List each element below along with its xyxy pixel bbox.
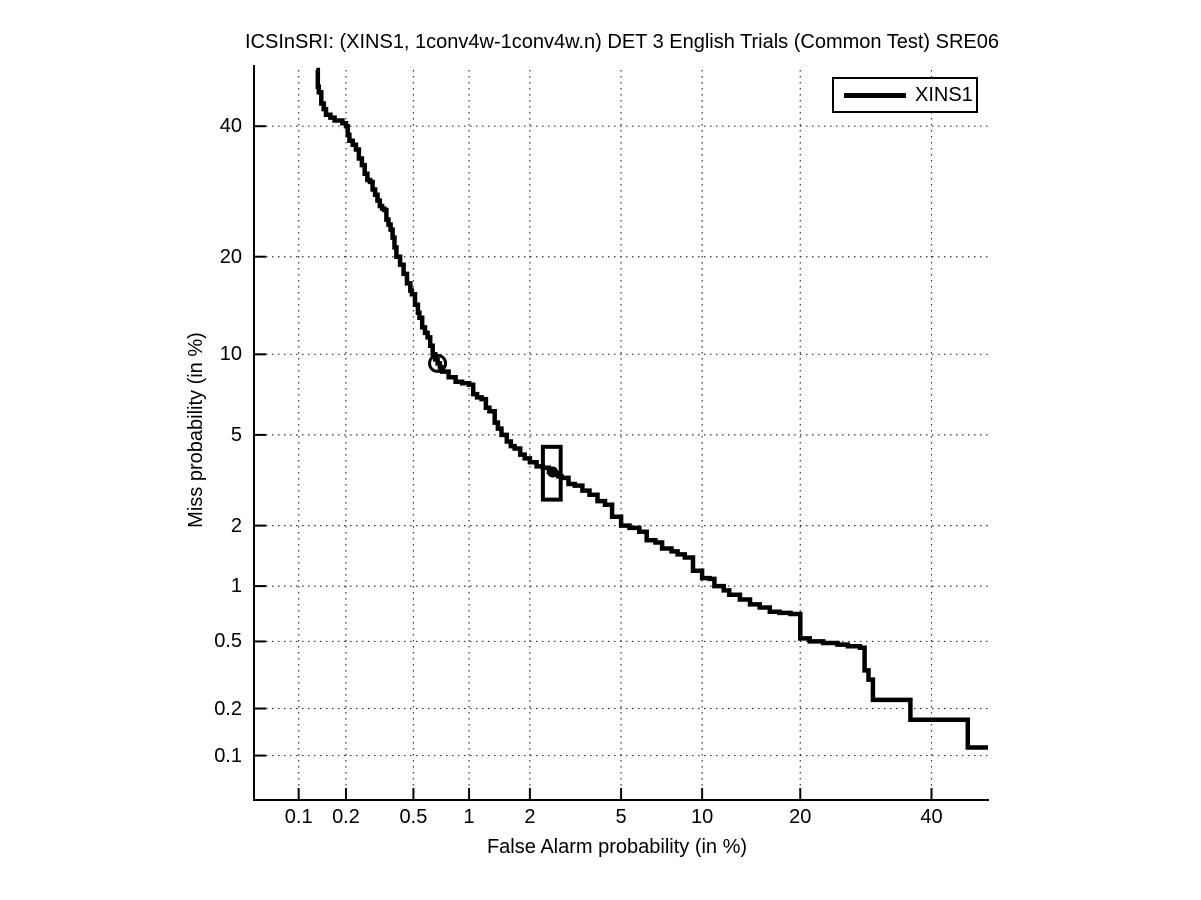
y-tick-label: 0.2 xyxy=(214,697,242,720)
x-tick-label: 0.5 xyxy=(399,806,428,828)
filled-dot-marker xyxy=(547,466,559,478)
y-tick-label: 2 xyxy=(230,514,242,537)
y-tick-label: 0.5 xyxy=(214,630,242,653)
y-tick-label: 0.1 xyxy=(214,744,242,767)
y-tick-label: 10 xyxy=(219,343,242,366)
x-tick-label: 20 xyxy=(789,806,812,828)
det-curve xyxy=(315,67,988,750)
legend-box: XINS1 xyxy=(832,77,978,113)
chart-title: ICSInSRI: (XINS1, 1conv4w-1conv4w.n) DET… xyxy=(245,31,999,53)
x-tick-label: 40 xyxy=(920,806,943,828)
operating-point-circle-marker xyxy=(428,353,448,373)
y-tick-label: 5 xyxy=(230,423,242,446)
x-tick-label: 5 xyxy=(615,806,627,828)
y-tick-label: 1 xyxy=(230,575,242,598)
y-tick-label: 20 xyxy=(219,245,242,268)
legend-entry-label: XINS1 xyxy=(915,83,973,106)
x-tick-label: 1 xyxy=(463,806,475,828)
x-tick-label: 0.1 xyxy=(284,806,313,828)
x-axis-title: False Alarm probability (in %) xyxy=(486,836,748,858)
y-tick-label: 40 xyxy=(219,115,242,138)
x-tick-label: 2 xyxy=(524,806,536,828)
x-tick-label: 10 xyxy=(691,806,714,828)
x-tick-label: 0.2 xyxy=(332,806,360,828)
box-marker xyxy=(540,444,563,502)
y-axis-title: Miss probability (in %) xyxy=(185,332,207,528)
legend-line-sample xyxy=(844,92,906,98)
